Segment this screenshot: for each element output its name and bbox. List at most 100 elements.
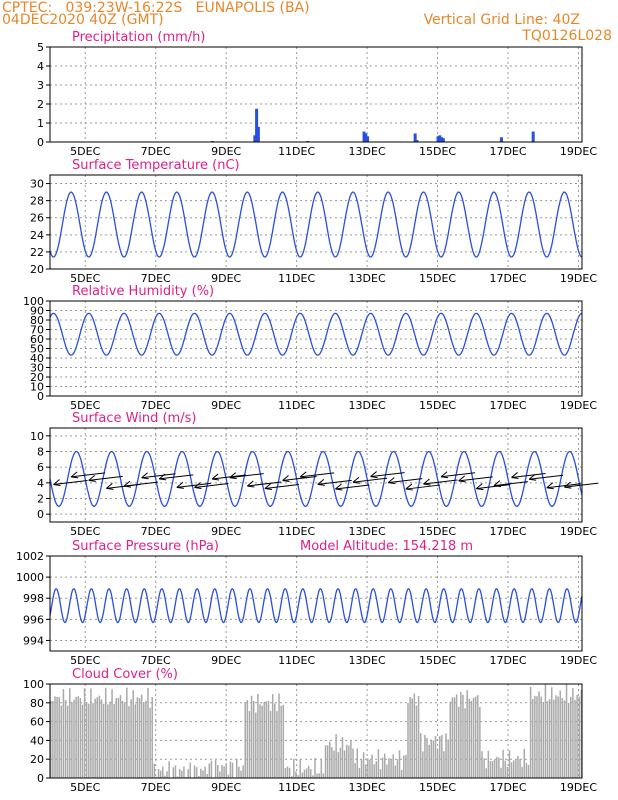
y-tick-label: 5	[37, 41, 44, 54]
x-tick-label: 9DEC	[211, 145, 241, 158]
cloud-cover-bar	[145, 700, 147, 778]
cloud-cover-bar	[567, 702, 570, 778]
cloud-cover-bar	[236, 758, 238, 778]
cloud-cover-bar	[310, 769, 312, 778]
cloud-cover-bar	[557, 696, 559, 778]
cloud-cover-bar	[407, 703, 409, 778]
y-tick-label: 10	[30, 430, 44, 443]
x-tick-label: 7DEC	[141, 654, 171, 667]
x-tick-label: 17DEC	[489, 654, 526, 667]
y-tick-label: 994	[23, 634, 44, 647]
cloud-cover-bar	[542, 701, 545, 778]
wind-arrow	[564, 482, 599, 488]
cloud-cover-bar	[508, 750, 511, 778]
cloud-cover-bar	[265, 701, 268, 778]
wind-arrow	[317, 479, 352, 485]
cloud-cover-bar	[462, 694, 464, 778]
cloud-cover-bar	[100, 699, 103, 778]
cloud-cover-bar	[143, 702, 145, 778]
cloud-cover-bar	[367, 758, 369, 778]
cloud-cover-bar	[453, 697, 456, 778]
cloud-cover-bar	[466, 690, 468, 778]
cloud-cover-bar	[434, 735, 437, 778]
precip-bar	[255, 108, 259, 142]
cloud-cover-bar	[339, 747, 342, 778]
x-tick-label: 5DEC	[70, 145, 100, 158]
precip-bar	[440, 137, 444, 142]
cloud-cover-bar	[496, 756, 498, 778]
cloud-cover-bar	[477, 695, 479, 778]
y-tick-label: 20	[30, 371, 44, 384]
cloud-cover-bar	[335, 734, 337, 778]
cloud-cover-bar	[62, 689, 65, 778]
cloud-cover-bar	[449, 701, 452, 778]
y-tick-label: 0	[37, 390, 44, 403]
cloud-cover-bar	[390, 759, 392, 778]
cloud-cover-bar	[565, 684, 568, 778]
wind-arrow	[71, 472, 106, 478]
wind-arrow-head	[299, 471, 308, 479]
cloud-cover-bar	[238, 766, 240, 778]
cloud-cover-bar	[60, 705, 63, 778]
y-tick-label: 30	[30, 178, 44, 191]
precip-bar	[256, 126, 260, 142]
cloud-cover-bar	[563, 700, 566, 778]
cloud-cover-bar	[455, 694, 458, 778]
cloud-cover-bar	[231, 762, 234, 778]
cloud-cover-bar	[360, 759, 363, 778]
cloud-cover-bar	[162, 766, 164, 778]
cloud-cover-bar	[468, 698, 471, 778]
wind-arrow-head	[458, 475, 466, 483]
cloud-cover-bar	[227, 774, 230, 778]
cloud-cover-bar	[320, 759, 323, 778]
cloud-cover-bar	[409, 697, 411, 778]
plot-frame	[49, 683, 583, 779]
panel-title: Precipitation (mm/h)	[72, 30, 205, 45]
cloud-cover-bar	[242, 765, 244, 778]
cloud-cover-bar	[94, 698, 96, 778]
wind-arrow-head	[194, 482, 202, 489]
cloud-cover-bar	[286, 766, 289, 778]
wind-arrow-head	[176, 481, 184, 489]
cloud-cover-bar	[354, 763, 356, 778]
header-date: 04DEC2020 40Z (GMT)	[2, 12, 164, 28]
wind-arrow	[88, 475, 123, 481]
plot-frame	[49, 46, 583, 143]
cloud-cover-bar	[572, 688, 574, 778]
plot-frame	[49, 300, 583, 397]
cloud-cover-bar	[204, 766, 206, 778]
wind-arrow-head	[387, 477, 396, 485]
cloud-cover-bar	[479, 706, 481, 778]
cloud-cover-bar	[176, 776, 179, 778]
cloud-cover-bar	[140, 694, 143, 778]
y-tick-label: 0	[37, 136, 44, 149]
cloud-cover-bar	[50, 700, 52, 778]
x-tick-label: 15DEC	[419, 399, 456, 412]
cloud-cover-bar	[189, 762, 192, 778]
panel-title: Surface Pressure (hPa)	[72, 539, 219, 554]
cloud-cover-bar	[54, 696, 56, 778]
cloud-cover-bar	[422, 751, 424, 778]
x-tick-label: 7DEC	[141, 781, 171, 794]
y-tick-label: 40	[30, 734, 44, 747]
cloud-cover-bar	[534, 695, 536, 778]
cloud-cover-bar	[303, 769, 306, 778]
cloud-cover-bar	[491, 761, 494, 778]
cloud-cover-bar	[451, 697, 454, 778]
cloud-cover-bar	[293, 758, 295, 778]
cloud-cover-bar	[536, 696, 538, 778]
x-tick-label: 19DEC	[560, 525, 597, 538]
cloud-cover-bar	[244, 702, 246, 778]
cloud-cover-bar	[305, 768, 308, 778]
cloud-cover-bar	[208, 763, 211, 778]
cloud-cover-bar	[52, 700, 54, 778]
x-tick-label: 9DEC	[211, 399, 241, 412]
series-line	[49, 312, 583, 356]
cloud-cover-bar	[115, 697, 118, 778]
cloud-cover-bar	[219, 771, 221, 778]
cloud-cover-bar	[540, 696, 542, 778]
cloud-cover-bar	[441, 734, 443, 778]
wind-arrow	[405, 484, 440, 490]
wind-arrow-head	[246, 480, 255, 488]
cloud-cover-bar	[75, 696, 77, 778]
